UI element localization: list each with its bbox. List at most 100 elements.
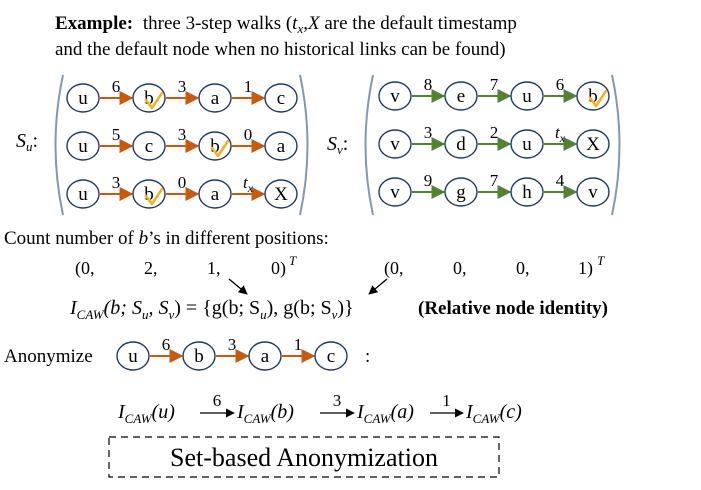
right-vector-0: (0, xyxy=(384,258,404,279)
sv-node-label: h xyxy=(522,182,532,203)
su-node-label: c xyxy=(277,88,285,109)
check-icon xyxy=(588,89,608,108)
left-vector-1: 2, xyxy=(144,258,158,278)
edge-label: 3 xyxy=(112,173,121,192)
anon-node-label: b xyxy=(194,346,204,367)
edge-label: 6 xyxy=(556,75,565,94)
sv-node-label: v xyxy=(390,134,400,155)
su-node-label: b xyxy=(144,88,154,109)
sv-node-label: u xyxy=(522,134,532,155)
edge-label: 4 xyxy=(556,171,565,190)
su-node-label: b xyxy=(144,184,154,205)
edge-label: 0 xyxy=(244,125,253,144)
sv-node-v xyxy=(576,177,610,207)
anon-node-label: c xyxy=(327,346,335,367)
sv-node-label: u xyxy=(522,86,532,107)
su-label: Su: xyxy=(16,130,38,154)
comma: , xyxy=(303,13,308,34)
anon-node-b xyxy=(182,341,216,371)
su-node-label: a xyxy=(277,136,286,157)
sv-node-h xyxy=(510,177,544,207)
caw-formula: ICAW(b; Su, Sv) = {g(b; Su), g(b; Sv)} xyxy=(69,297,354,322)
example-line-1: Example: three 3-step walks (tx,X are th… xyxy=(55,13,517,36)
left-vector: (0, 2, 1, 0) T xyxy=(75,253,297,279)
sv-node-label: v xyxy=(390,86,400,107)
anon-node-label: u xyxy=(128,346,138,367)
anon-node-a xyxy=(248,341,282,371)
edge-label: 2 xyxy=(490,123,499,142)
right-vector-2: 0, xyxy=(516,258,530,278)
set-based-box xyxy=(108,436,500,478)
sv-label: Sv: xyxy=(327,133,348,157)
sv-node-v xyxy=(378,81,412,111)
sv-node-u xyxy=(510,129,544,159)
right-vector-T: T xyxy=(597,253,605,268)
su-node-label: u xyxy=(78,184,88,205)
sv-node-v xyxy=(378,129,412,159)
su-node-u xyxy=(66,179,100,209)
edge-label: 5 xyxy=(112,125,121,144)
su-node-label: c xyxy=(145,136,153,157)
su-node-b xyxy=(198,131,232,161)
su-node-u xyxy=(66,131,100,161)
su-left-bracket xyxy=(54,74,64,216)
check-icon xyxy=(144,187,164,206)
edge-label: 3 xyxy=(228,335,237,354)
su-node-u xyxy=(66,83,100,113)
su-node-label: u xyxy=(78,88,88,109)
left-vector-T: T xyxy=(289,253,297,268)
right-vector-3: 1) xyxy=(578,258,593,279)
anon-result-term: ICAW(c) xyxy=(465,401,522,426)
right-vector: (0, 0, 0, 1) T xyxy=(384,253,605,279)
sv-node-label: X xyxy=(586,134,600,155)
edge-label: 6 xyxy=(112,77,121,96)
example-text-1-end: are the default timestamp xyxy=(320,13,517,34)
sv-node-X xyxy=(576,129,610,159)
su-node-label: a xyxy=(211,184,220,205)
su-node-label: b xyxy=(210,136,220,157)
left-vector-3: 0) xyxy=(271,258,286,279)
anon-result-term: ICAW(u) xyxy=(117,401,175,426)
relative-node-identity: (Relative node identity) xyxy=(418,298,608,319)
edge-label: 9 xyxy=(424,171,433,190)
check-icon xyxy=(144,91,164,110)
sv-node-d xyxy=(444,129,478,159)
edge-label: 7 xyxy=(490,171,499,190)
edge-label: 8 xyxy=(424,75,433,94)
edge-label: 7 xyxy=(490,75,499,94)
edge-label: 1 xyxy=(244,77,253,96)
edge-label: 3 xyxy=(178,125,187,144)
edge-label: 6 xyxy=(162,335,171,354)
su-node-c xyxy=(264,83,298,113)
right-vector-arrow xyxy=(368,278,388,295)
check-icon xyxy=(210,139,230,158)
su-node-a xyxy=(264,131,298,161)
left-vector-2: 1, xyxy=(207,258,221,278)
left-vector-arrow xyxy=(228,278,248,295)
anon-node-u xyxy=(116,341,150,371)
tx-subscript: x xyxy=(296,21,303,36)
edge-label: 0 xyxy=(178,173,187,192)
su-node-c xyxy=(132,131,166,161)
su-node-b xyxy=(132,179,166,209)
su-right-bracket xyxy=(299,74,309,216)
su-node-label: u xyxy=(78,136,88,157)
tx-symbol: t xyxy=(292,13,298,34)
x-symbol: X xyxy=(307,13,321,34)
sv-node-e xyxy=(444,81,478,111)
sv-node-g xyxy=(444,177,478,207)
su-node-a xyxy=(198,83,232,113)
set-based-label: Set-based Anonymization xyxy=(170,443,438,472)
example-bold-label: Example: xyxy=(55,13,133,34)
su-node-label: a xyxy=(211,88,220,109)
su-node-X xyxy=(264,179,298,209)
anon-result-term: ICAW(a) xyxy=(356,401,414,426)
sv-walks: 8 7 6 v e u b 3 2 tx v d u X 9 7 4 v g h v xyxy=(378,75,610,207)
edge-label: 1 xyxy=(294,335,303,354)
anon-result-edge-label: 6 xyxy=(213,391,222,410)
anonymize-colon: : xyxy=(365,346,370,367)
su-node-b xyxy=(132,83,166,113)
anonymize-walk: 6 3 1 u b a c xyxy=(116,335,348,371)
su-node-label: X xyxy=(274,184,288,205)
edge-label: 3 xyxy=(178,77,187,96)
